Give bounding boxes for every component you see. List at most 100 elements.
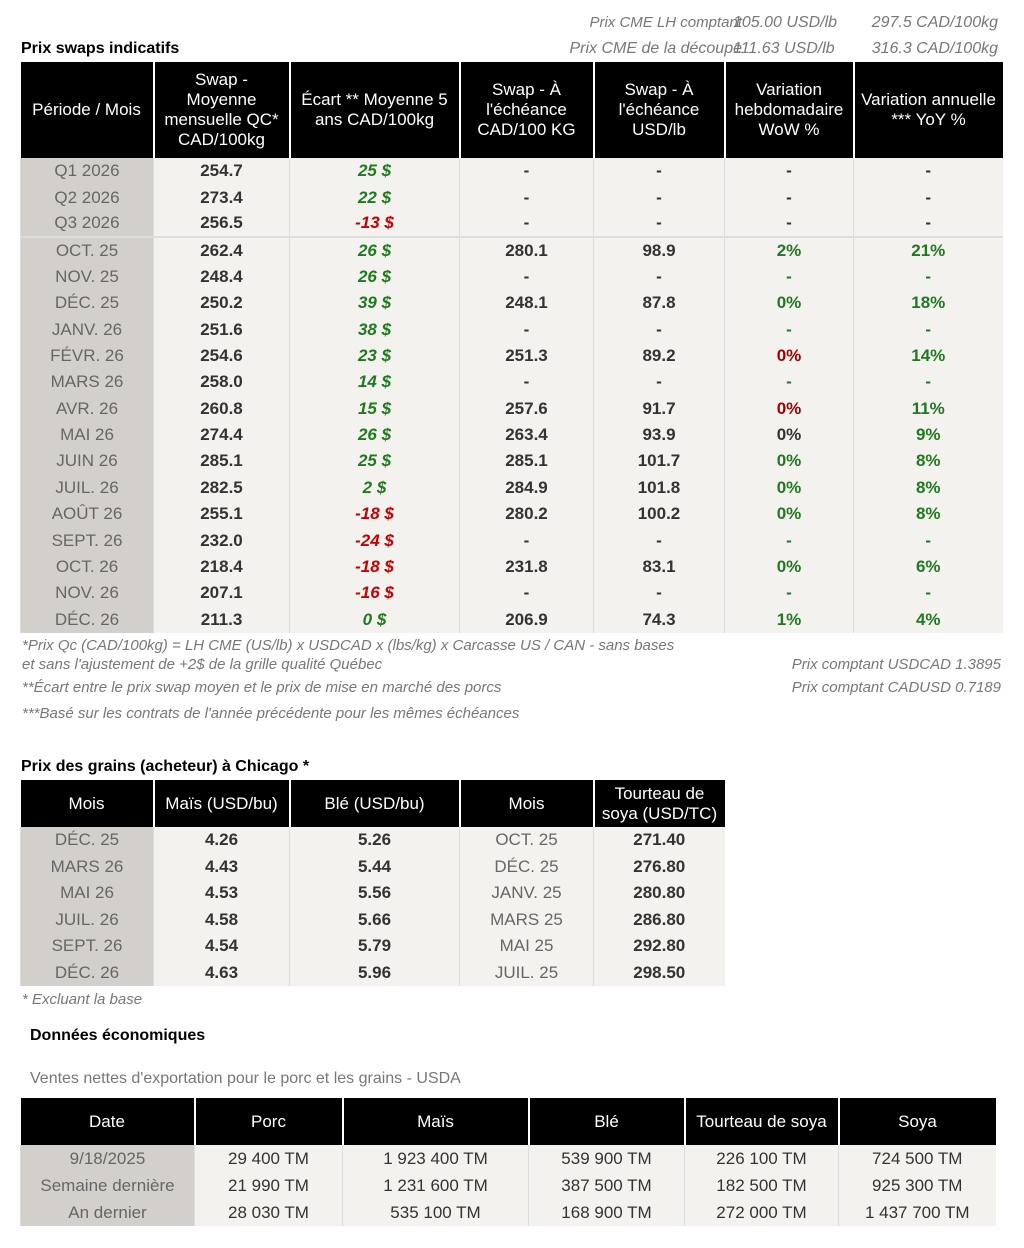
row: OCT. 25 262.4 26 $280.1 98.9 2% 21%	[20, 237, 1003, 264]
row: DÉC. 25 250.2 39 $248.1 87.8 0% 18%	[20, 289, 1003, 317]
cell: 74.3	[593, 606, 725, 634]
cell: 286.80	[593, 906, 725, 933]
cell: 26 $	[289, 263, 460, 290]
cell: 218.4	[153, 553, 290, 581]
cell: MARS 25	[459, 906, 594, 933]
row: Q3 2026 256.5 -13 $ - - - -	[20, 210, 1003, 238]
cell: -	[459, 316, 594, 343]
cell: 255.1	[153, 501, 290, 528]
cell: 89.2	[593, 342, 725, 370]
row: JANV. 26 251.6 38 $ - - - -	[20, 316, 1003, 343]
cell: 5.66	[289, 906, 460, 933]
row: 9/18/2025 29 400 TM 1 923 400 TM 539 900 TM…	[20, 1145, 996, 1172]
cell: 298.50	[593, 959, 725, 986]
cell: -	[459, 158, 594, 185]
cell: 15 $	[289, 395, 460, 422]
cell: -	[724, 527, 854, 554]
footnote: Prix comptant CADUSD 0.7189	[791, 679, 1001, 696]
cell: -	[593, 580, 725, 607]
cell: 207.1	[153, 580, 290, 607]
cell: 9%	[853, 421, 1003, 449]
header-cell: Porc	[193, 1098, 343, 1145]
cell: 226 100 TM	[684, 1145, 839, 1172]
header-cell: Mois	[458, 780, 594, 827]
cell: 101.7	[593, 448, 725, 475]
cell: OCT. 25	[459, 827, 594, 854]
footnote: Prix comptant USDCAD 1.3895	[791, 656, 1001, 673]
cell: 0%	[724, 448, 854, 475]
cell: JUIN 26	[20, 448, 154, 475]
cell: 5.26	[289, 827, 460, 854]
header-cell: Maïs (USD/bu)	[152, 780, 290, 827]
header-row: Date Porc Maïs Blé Tourteau de soya Soya	[20, 1098, 996, 1145]
cell: MAI 26	[20, 421, 154, 449]
cell: 272 000 TM	[684, 1199, 839, 1226]
cell: 724 500 TM	[838, 1145, 996, 1172]
cme-value: 297.5 CAD/100kg	[871, 14, 998, 31]
cell: 282.5	[153, 474, 290, 502]
cme-value: 111.63 USD/lb	[733, 40, 835, 57]
cell: 26 $	[289, 237, 460, 264]
cell: Q2 2026	[20, 184, 154, 211]
cell: DÉC. 25	[20, 289, 154, 317]
cell: 25 $	[289, 158, 460, 185]
cell: 262.4	[153, 237, 290, 264]
cell: 4.54	[153, 933, 290, 960]
header-row: Mois Maïs (USD/bu) Blé (USD/bu) Mois Tourtea…	[20, 780, 725, 827]
header-cell: Mois	[20, 780, 154, 827]
cell: 26 $	[289, 421, 460, 449]
header-cell: Swap - À l'échéance CAD/100 KG	[458, 62, 594, 158]
cell: 206.9	[459, 606, 594, 634]
cell: 1%	[724, 606, 854, 634]
row: JUIL. 26 282.5 2 $284.9 101.8 0% 8%	[20, 474, 1003, 502]
cell: 276.80	[593, 853, 725, 880]
row: MAI 26 274.4 26 $263.4 93.9 0% 9%	[20, 421, 1003, 449]
cell: -	[853, 210, 1003, 238]
cell: 1 923 400 TM	[342, 1145, 529, 1172]
cell: 0%	[724, 395, 854, 422]
cell: 0%	[724, 501, 854, 528]
cell: DÉC. 25	[20, 827, 154, 854]
header-cell: Soya	[837, 1098, 996, 1145]
cell: 4.53	[153, 880, 290, 907]
cell: JUIL. 26	[20, 906, 154, 933]
cell: 535 100 TM	[342, 1199, 529, 1226]
cell: 0%	[724, 342, 854, 370]
cell: 0 $	[289, 606, 460, 634]
cell: -	[593, 263, 725, 290]
cell: 285.1	[459, 448, 594, 475]
cell: 0%	[724, 421, 854, 449]
cell: 91.7	[593, 395, 725, 422]
header-cell: Maïs	[341, 1098, 529, 1145]
cell: 231.8	[459, 553, 594, 581]
cell: -	[724, 210, 854, 238]
cell: Q1 2026	[20, 158, 154, 185]
cell: 9/18/2025	[20, 1145, 195, 1172]
row: NOV. 25 248.4 26 $ - - - -	[20, 263, 1003, 290]
cell: 4.43	[153, 853, 290, 880]
cell: 257.6	[459, 395, 594, 422]
row: JUIL. 26 4.58 5.66 MARS 25 286.80	[20, 906, 725, 933]
header-cell: Swap - À l'échéance USD/lb	[592, 62, 725, 158]
row: An dernier 28 030 TM 535 100 TM 168 900 TM 2…	[20, 1199, 996, 1226]
cell: -	[853, 369, 1003, 396]
cell: 251.3	[459, 342, 594, 370]
cell: AOÛT 26	[20, 501, 154, 528]
cell: -	[724, 184, 854, 211]
cell: 93.9	[593, 421, 725, 449]
header-cell: Date	[20, 1098, 195, 1145]
cell: -	[853, 158, 1003, 185]
row: NOV. 26 207.1 -16 $ - - - -	[20, 580, 1003, 607]
cell: Semaine dernière	[20, 1172, 195, 1199]
cell: MAI 26	[20, 880, 154, 907]
cell: 5.96	[289, 959, 460, 986]
cell: DÉC. 26	[20, 959, 154, 986]
row: Q2 2026 273.4 22 $ - - - -	[20, 184, 1003, 211]
cell: -	[724, 263, 854, 290]
row: DÉC. 26 211.3 0 $206.9 74.3 1% 4%	[20, 606, 1003, 634]
cell: -18 $	[289, 501, 460, 528]
cell: 280.2	[459, 501, 594, 528]
grains-table: Mois Maïs (USD/bu) Blé (USD/bu) Mois Tourtea…	[20, 780, 725, 986]
cell: -	[459, 263, 594, 290]
